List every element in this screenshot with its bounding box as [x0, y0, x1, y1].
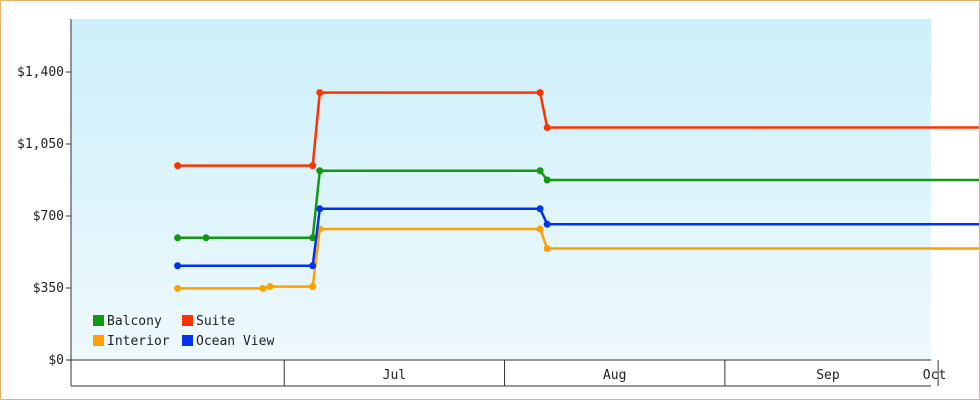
legend-item-suite: Suite — [182, 314, 235, 329]
x-axis-ticks: JulAugSepOctNovDecJanFebMarAprMayJunJulA… — [283, 360, 946, 386]
series-ocean-view — [174, 205, 980, 270]
series-balcony — [174, 167, 980, 242]
series-suite — [174, 89, 980, 170]
data-point — [309, 262, 317, 270]
data-point — [316, 205, 324, 213]
y-axis-ticks: $0 $350 $700 $1,050 $1,400 — [17, 65, 71, 368]
series-layer — [174, 89, 980, 292]
data-point — [536, 167, 544, 175]
data-point — [309, 283, 317, 291]
y-tick-label: $700 — [33, 209, 64, 224]
data-point — [536, 205, 544, 213]
x-tick-label: Sep — [816, 368, 840, 383]
legend-swatch — [93, 315, 104, 326]
x-tick-label: Jul — [383, 368, 406, 383]
legend-swatch — [182, 335, 193, 346]
x-tick-label: Oct — [923, 368, 946, 383]
series-line-suite — [177, 91, 980, 167]
y-tick-label: $350 — [33, 281, 64, 296]
data-point — [309, 162, 317, 170]
legend-label: Ocean View — [196, 334, 274, 349]
data-point — [543, 245, 551, 253]
data-point — [174, 284, 182, 292]
data-point — [174, 162, 182, 170]
plot-area — [71, 19, 931, 360]
data-point — [266, 283, 274, 291]
legend: Balcony Suite Interior Ocean View — [93, 314, 274, 349]
data-point — [543, 176, 551, 184]
data-point — [536, 89, 544, 97]
data-point — [543, 124, 551, 132]
legend-item-interior: Interior — [93, 334, 170, 349]
series-line-ocean-view — [177, 207, 980, 268]
y-tick-label: $1,400 — [17, 65, 64, 80]
x-tick-label: Aug — [603, 368, 626, 383]
legend-swatch — [182, 315, 193, 326]
axis-lines — [70, 19, 931, 387]
legend-swatch — [93, 335, 104, 346]
data-point — [316, 167, 324, 175]
data-point — [543, 220, 551, 228]
legend-label: Balcony — [107, 314, 162, 329]
data-point — [174, 234, 182, 242]
legend-item-ocean-view: Ocean View — [182, 334, 274, 349]
series-line-interior — [177, 227, 980, 290]
y-tick-label: $1,050 — [17, 137, 64, 152]
series-line-balcony — [177, 169, 980, 240]
data-point — [316, 89, 324, 97]
y-tick-label: $0 — [48, 353, 64, 368]
data-point — [259, 284, 267, 292]
data-point — [202, 234, 210, 242]
legend-label: Suite — [196, 314, 235, 329]
data-point — [174, 262, 182, 270]
legend-item-balcony: Balcony — [93, 314, 162, 329]
legend-label: Interior — [107, 334, 170, 349]
data-point — [309, 234, 317, 242]
data-point — [536, 225, 544, 233]
